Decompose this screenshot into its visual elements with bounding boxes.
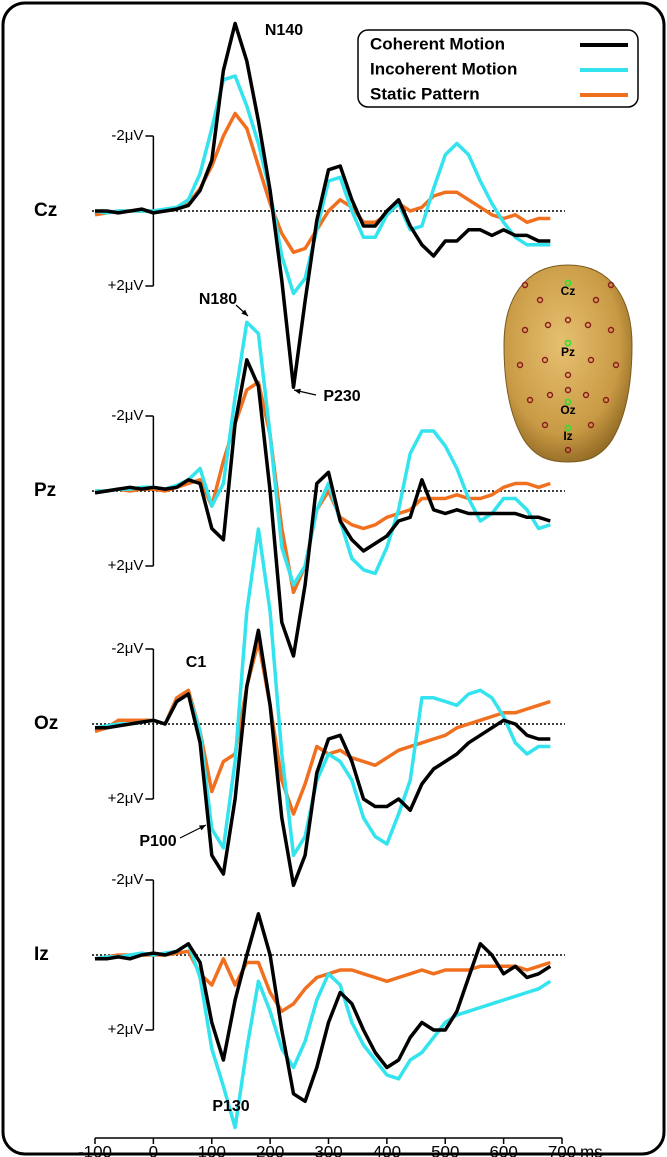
annotation: P130 <box>212 1098 249 1115</box>
erp-line <box>94 358 551 658</box>
x-tick-label: 700 <box>548 1142 576 1157</box>
y-tick-label: -2μV <box>111 407 143 424</box>
electrode <box>521 281 529 289</box>
electrode-highlight <box>564 398 572 406</box>
arrow-head <box>294 388 301 395</box>
head-label: Oz <box>560 403 575 417</box>
electrode-highlight <box>564 339 572 347</box>
channel-label: Pz <box>34 480 56 501</box>
y-tick-label: -2μV <box>111 640 143 657</box>
annotation: N180 <box>199 291 237 308</box>
electrode <box>546 391 554 399</box>
electrode <box>612 361 620 369</box>
y-tick-label: +2μV <box>108 277 144 294</box>
channel-label: Cz <box>34 200 57 221</box>
y-tick-label: +2μV <box>108 1021 144 1038</box>
erp-line <box>95 21 551 390</box>
head <box>503 264 633 463</box>
electrode-highlight <box>564 279 572 287</box>
legend <box>357 29 639 108</box>
channel-label: Iz <box>34 944 49 965</box>
electrode <box>587 356 595 364</box>
electrode <box>602 396 610 404</box>
electrode <box>564 316 572 324</box>
x-tick-label: 300 <box>314 1142 342 1157</box>
legend-label: Incoherent Motion <box>370 59 517 78</box>
y-tick-label: +2μV <box>108 557 144 574</box>
annotation: N140 <box>265 22 303 39</box>
head-label: Iz <box>563 429 572 443</box>
electrode <box>516 361 524 369</box>
annotation: C1 <box>186 654 207 671</box>
electrode <box>607 326 615 334</box>
arrow-head <box>241 309 248 316</box>
electrode <box>607 281 615 289</box>
erp-line <box>94 74 551 296</box>
y-tick-label: +2μV <box>108 790 144 807</box>
electrode <box>582 391 590 399</box>
y-tick-label: -2μV <box>111 127 143 144</box>
x-unit: ms <box>580 1142 603 1157</box>
electrode <box>536 296 544 304</box>
x-tick-label: 600 <box>489 1142 517 1157</box>
electrode <box>564 446 572 454</box>
electrode <box>541 356 549 364</box>
electrode <box>521 326 529 334</box>
head-label: Cz <box>561 284 576 298</box>
erp-line <box>95 912 552 1104</box>
x-tick-label: -100 <box>78 1142 112 1157</box>
electrodes <box>516 279 620 454</box>
electrode <box>541 421 549 429</box>
channel-label: Oz <box>34 713 58 734</box>
electrode-highlight <box>564 424 572 432</box>
electrode <box>584 321 592 329</box>
electrode <box>526 396 534 404</box>
y-tick-label: -2μV <box>111 871 143 888</box>
annotation: P100 <box>139 833 176 850</box>
head-diagram: Cz Pz Oz Iz <box>503 264 633 463</box>
electrode <box>564 371 572 379</box>
erp-line <box>95 628 551 888</box>
electrode <box>564 386 572 394</box>
electrode <box>592 296 600 304</box>
x-tick-label: 400 <box>373 1142 401 1157</box>
x-tick-label: 0 <box>149 1142 158 1157</box>
x-tick-label: 500 <box>431 1142 459 1157</box>
arrow-head <box>199 825 206 831</box>
legend-label: Coherent Motion <box>370 34 505 53</box>
electrode <box>587 421 595 429</box>
annotation: P230 <box>323 388 360 405</box>
electrode <box>544 321 552 329</box>
x-tick-label: 100 <box>198 1142 226 1157</box>
legend-label: Static Pattern <box>370 84 480 103</box>
x-tick-label: 200 <box>256 1142 284 1157</box>
head-label: Pz <box>561 345 575 359</box>
